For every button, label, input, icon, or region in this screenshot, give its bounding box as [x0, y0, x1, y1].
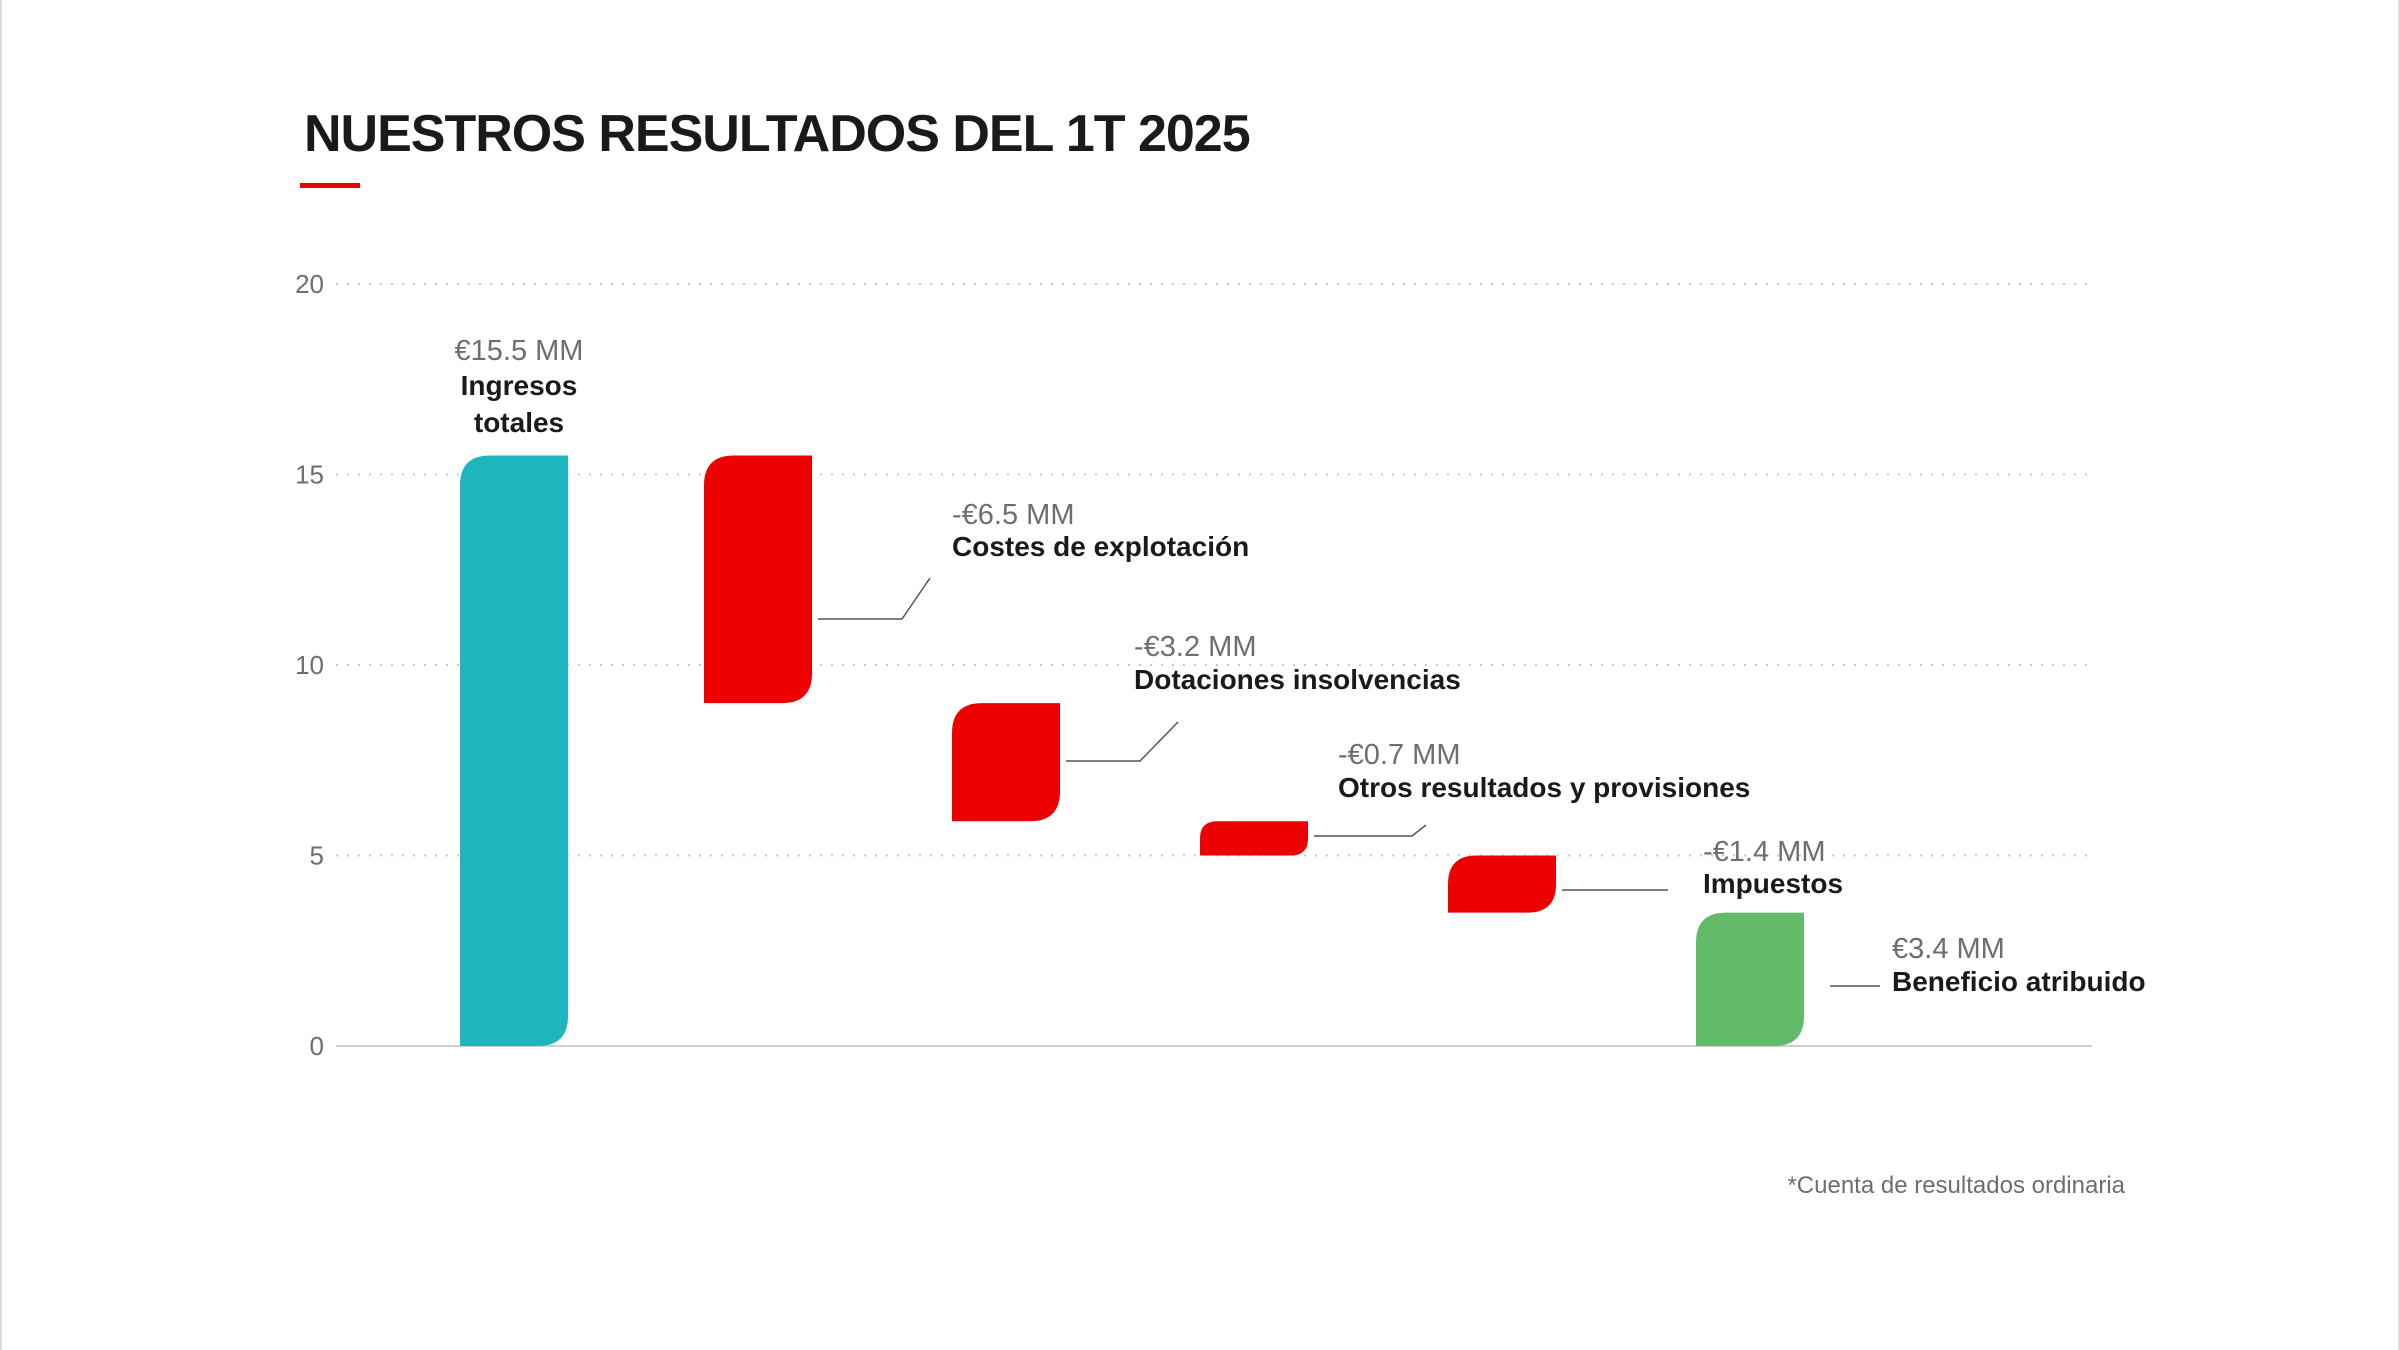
page-title: NUESTROS RESULTADOS DEL 1T 2025 [304, 105, 1251, 163]
data-label-name: Ingresos [461, 370, 578, 401]
data-label-value: -€0.7 MM [1338, 739, 1460, 771]
data-label-value: €15.5 MM [455, 335, 584, 367]
leader-line [1314, 824, 1427, 837]
bar-cost [1200, 821, 1308, 856]
data-label-value: -€6.5 MM [952, 499, 1074, 531]
y-tick-label: 15 [295, 460, 324, 490]
bar-income [460, 455, 568, 1046]
data-label-name: Beneficio atribuido [1892, 966, 2146, 997]
data-label-name: Dotaciones insolvencias [1134, 664, 1461, 695]
bar-cost [704, 455, 812, 704]
data-label-value: €3.4 MM [1892, 933, 2005, 965]
bar-cost [1448, 855, 1556, 913]
data-label-value: -€3.2 MM [1134, 631, 1256, 663]
footnote: *Cuenta de resultados ordinaria [1787, 1172, 2125, 1199]
title-accent-rule [300, 183, 360, 188]
y-tick-label: 5 [310, 841, 324, 871]
y-tick-label: 10 [295, 650, 324, 680]
data-label-name: Otros resultados y provisiones [1338, 772, 1750, 803]
data-label-name: totales [474, 407, 564, 438]
data-label-name: Impuestos [1703, 868, 1843, 899]
y-tick-label: 20 [295, 269, 324, 299]
data-label-value: -€1.4 MM [1703, 836, 1825, 868]
y-tick-label: 0 [310, 1031, 324, 1061]
bar-cost [952, 703, 1060, 822]
data-label-name: Costes de explotación [952, 531, 1249, 562]
bar-result [1696, 912, 1804, 1046]
leader-line [818, 577, 931, 620]
leader-line [1066, 721, 1179, 762]
